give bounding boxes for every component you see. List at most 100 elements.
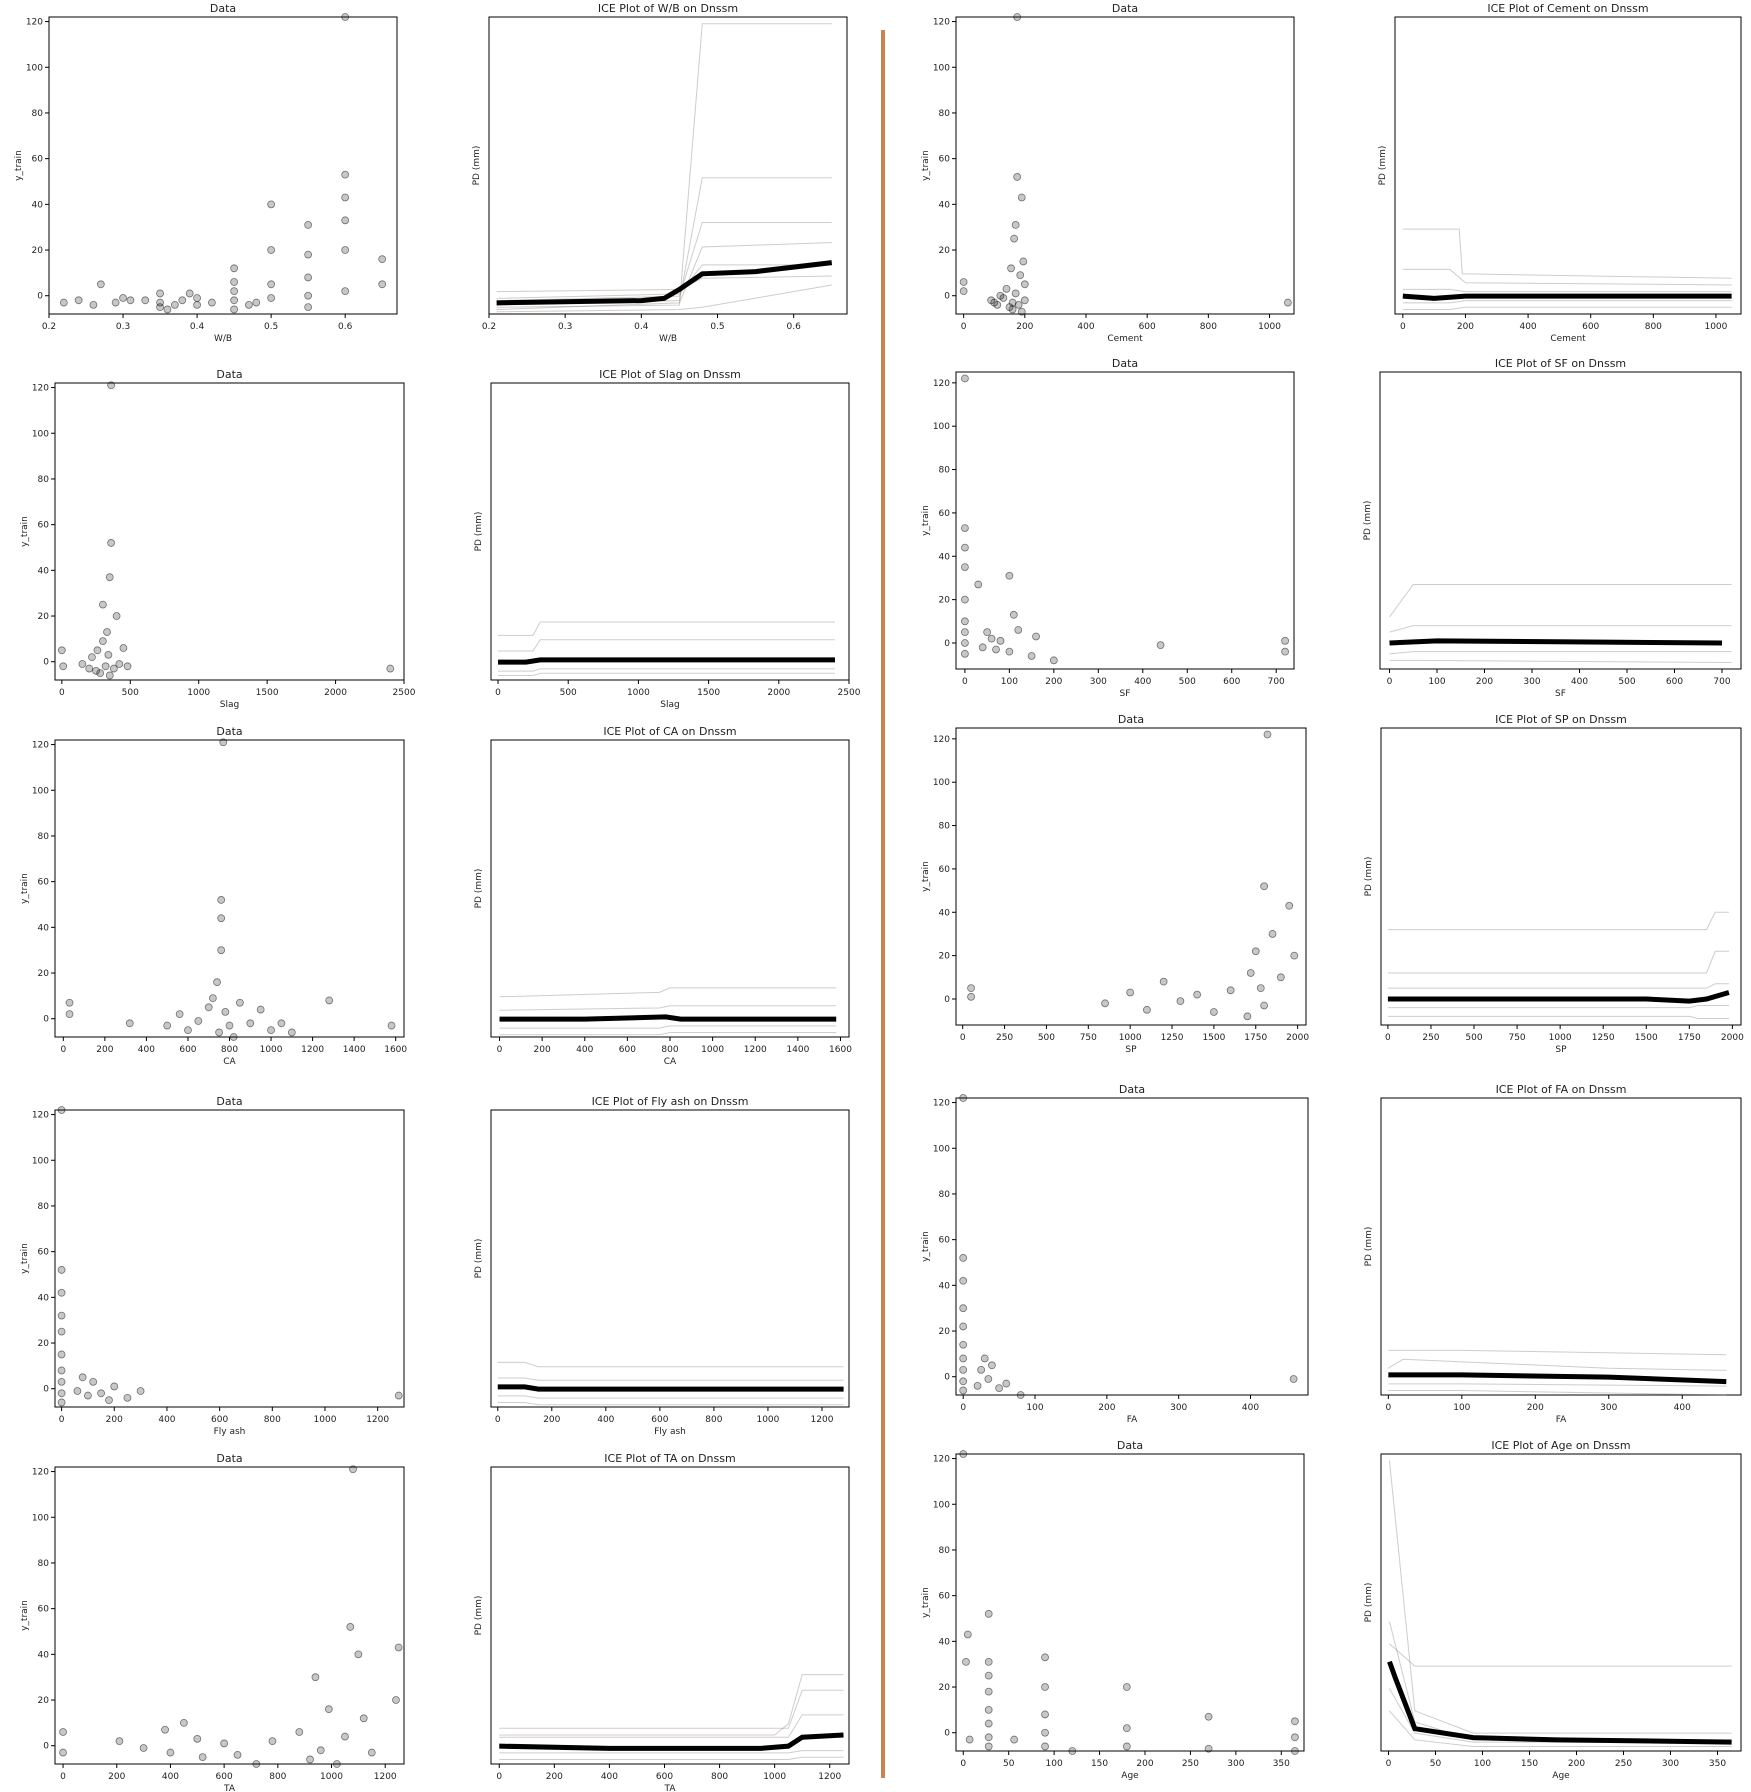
data-point <box>1009 610 1018 619</box>
x-tick-label: 0 <box>1400 322 1406 332</box>
data-point <box>115 660 124 668</box>
data-point <box>1002 284 1011 293</box>
data-point <box>341 170 350 179</box>
ice-line <box>496 221 832 302</box>
ice-line <box>1388 1349 1727 1356</box>
y-tick-label: 120 <box>32 741 49 751</box>
chart-c18: ICE Plot of TA on Dnssm 0 200 400 600 800 1000… <box>474 1452 850 1792</box>
x-tick-label: 0 <box>960 1403 966 1413</box>
data-point <box>57 1266 66 1274</box>
x-tick-label: 800 <box>264 1415 281 1425</box>
x-tick-label: 150 <box>1091 1759 1108 1769</box>
data-point <box>1263 730 1272 739</box>
data-point <box>1041 1653 1049 1662</box>
data-point <box>193 294 201 302</box>
data-point <box>1010 1735 1019 1744</box>
x-tick-label: 1200 <box>366 1415 389 1425</box>
x-tick-label: 1200 <box>811 1415 834 1425</box>
chart-title: ICE Plot of SP on Dnssm <box>1495 713 1627 726</box>
data-point <box>207 298 216 307</box>
data-point <box>1049 656 1058 665</box>
data-point <box>267 280 276 289</box>
data-point <box>84 1391 92 1400</box>
x-tick-label: 0 <box>960 1033 966 1043</box>
ice-line <box>496 23 832 308</box>
x-tick-label: 2000 <box>1286 1033 1309 1043</box>
data-point <box>123 662 132 671</box>
x-tick-label: 600 <box>216 1772 233 1782</box>
y-tick-label: 40 <box>939 200 951 210</box>
data-point <box>65 998 74 1007</box>
y-axis-label: y_train <box>20 516 30 547</box>
y-tick-label: 0 <box>944 292 950 302</box>
x-tick-label: 200 <box>108 1772 125 1782</box>
x-tick-label: 0 <box>497 1045 503 1055</box>
plot-frame <box>955 371 1295 670</box>
ice-line <box>497 1395 844 1399</box>
x-tick-label: 800 <box>711 1772 728 1782</box>
ice-line <box>499 987 837 998</box>
ice-line <box>1389 1643 1732 1667</box>
data-point <box>1005 571 1014 580</box>
x-tick-label: 0 <box>1387 677 1393 687</box>
x-tick-label: 0.3 <box>116 322 130 332</box>
data-point <box>1020 296 1029 305</box>
data-point <box>233 1750 242 1759</box>
data-point <box>960 628 969 637</box>
x-tick-label: 1500 <box>697 688 720 698</box>
data-point <box>1041 1728 1049 1737</box>
y-axis-label: y_train <box>921 1231 931 1262</box>
x-tick-label: 1600 <box>384 1045 407 1055</box>
x-tick-label: 200 <box>1098 1403 1115 1413</box>
data-point <box>92 666 100 675</box>
data-point <box>999 294 1008 302</box>
data-point <box>230 305 239 314</box>
x-tick-label: 0 <box>59 1415 65 1425</box>
chart-c14: ICE Plot of Fly ash on Dnssm 0 200 400 600 80… <box>474 1095 850 1437</box>
plot-frame <box>1380 1453 1742 1752</box>
y-tick-label: 80 <box>939 1546 951 1556</box>
chart-title: ICE Plot of Age on Dnssm <box>1491 1439 1630 1452</box>
x-tick-label: 0 <box>1386 1759 1392 1769</box>
x-tick-label: 400 <box>601 1772 618 1782</box>
data-point <box>394 1391 403 1400</box>
ice-line <box>498 621 835 636</box>
data-point <box>984 1742 993 1751</box>
data-point <box>306 1755 314 1764</box>
x-axis-label: SP <box>1555 1045 1567 1055</box>
data-point <box>1289 1375 1298 1383</box>
chart-c20: ICE Plot of Age on Dnssm 0 50 100 150 200 250 3… <box>1364 1439 1742 1781</box>
plot-frame <box>54 1109 405 1408</box>
chart-c3: Data 0 200 400 600 800 1000 0 20 40 60 80 100 120 Ceme… <box>921 2 1295 344</box>
data-point <box>267 246 276 254</box>
x-tick-label: 0.6 <box>787 322 802 332</box>
data-point <box>960 639 969 647</box>
chart-c4: ICE Plot of Cement on Dnssm 0 200 400 600 800… <box>1378 2 1742 344</box>
data-point <box>1011 220 1020 229</box>
chart-title: Data <box>1112 2 1138 15</box>
plot-frame <box>54 382 405 681</box>
x-axis-label: FA <box>1556 1415 1567 1425</box>
y-tick-label: 100 <box>933 778 950 788</box>
data-point <box>179 1718 188 1727</box>
y-tick-label: 100 <box>32 1513 49 1523</box>
ice-line <box>497 1402 844 1406</box>
plot-frame <box>955 727 1307 1026</box>
x-tick-label: 700 <box>1713 677 1730 687</box>
chart-title: ICE Plot of TA on Dnssm <box>604 1452 735 1465</box>
x-tick-label: 1000 <box>320 1772 343 1782</box>
ice-line <box>1388 1460 1732 1734</box>
y-tick-label: 60 <box>939 1236 951 1246</box>
y-tick-label: 80 <box>38 475 50 485</box>
data-point <box>96 669 105 678</box>
data-point <box>163 305 172 314</box>
data-point <box>74 296 83 305</box>
x-tick-label: 100 <box>1453 1403 1470 1413</box>
data-point <box>304 273 313 282</box>
data-point <box>1032 632 1040 641</box>
data-point <box>229 1033 238 1041</box>
y-tick-label: 40 <box>939 552 951 562</box>
x-tick-label: 250 <box>1615 1759 1632 1769</box>
data-point <box>1016 271 1025 280</box>
